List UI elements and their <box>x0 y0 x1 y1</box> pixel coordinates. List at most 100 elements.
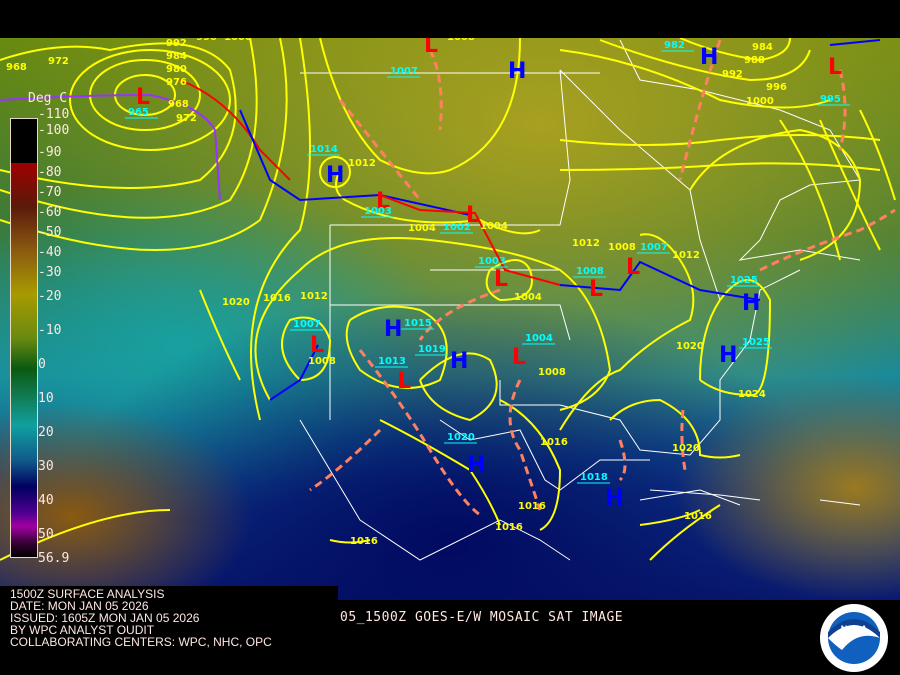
scale-tick: -40 <box>38 245 62 260</box>
product-title: 1500Z SURFACE ANALYSIS <box>10 587 165 601</box>
scale-tick: 50 <box>38 527 54 542</box>
central-pressure: 1025 <box>742 337 770 348</box>
analyst: BY WPC ANALYST OUDIT <box>10 623 155 637</box>
scale-tick: -80 <box>38 165 62 180</box>
low-symbol: L <box>828 55 842 80</box>
collaborating-centers: COLLABORATING CENTERS: WPC, NHC, OPC <box>10 635 272 649</box>
info-box-top <box>0 586 338 600</box>
isobar-label: 1004 <box>408 223 436 234</box>
high-pressure-center: H 1019 <box>415 344 468 374</box>
central-pressure: 1007 <box>293 319 321 330</box>
low-pressure-center: L 995 <box>817 55 850 106</box>
high-symbol: H <box>384 317 402 342</box>
isobar-label: 1016 <box>518 501 546 512</box>
satellite-caption: 05_1500Z GOES-E/W MOSAIC SAT IMAGE <box>340 610 624 625</box>
trough <box>358 349 481 517</box>
low-symbol: L <box>512 345 526 370</box>
high-symbol: H <box>700 45 718 70</box>
central-pressure: 1002 <box>443 222 471 233</box>
warm-front <box>179 79 291 181</box>
cold-front <box>239 109 471 216</box>
scale-tick: 40 <box>38 493 54 508</box>
isobar-label: 972 <box>176 113 197 124</box>
scale-tick: -100 <box>38 123 70 138</box>
isobar-label: 1016 <box>540 437 568 448</box>
trough <box>508 379 542 511</box>
low-pressure-center: L 1013 <box>375 356 411 394</box>
central-pressure: 1025 <box>730 275 758 286</box>
issued-time: ISSUED: 1605Z MON JAN 05 2026 <box>10 611 200 625</box>
isobar-label: 968 <box>168 99 189 110</box>
satellite-map: 996 1000 992 984 980 976 968 972 968 972 1008 1012 1… <box>0 38 900 600</box>
product-date: DATE: MON JAN 05 2026 <box>10 599 149 613</box>
isobar-label: 988 <box>744 55 765 66</box>
scale-tick: -30 <box>38 265 62 280</box>
scale-unit-label: Deg C <box>28 91 68 106</box>
scale-tick: 56.9 <box>38 551 70 566</box>
scale-tick: -70 <box>38 185 62 200</box>
low-symbol: L <box>626 255 640 280</box>
isobar-label: 1008 <box>538 367 566 378</box>
isobar-label: 1008 <box>608 242 636 253</box>
satellite-imagery <box>0 38 900 600</box>
trough <box>759 208 896 272</box>
trough <box>309 428 382 492</box>
isobars <box>0 38 896 561</box>
low-pressure-center: L <box>424 38 438 58</box>
isobar-label: 1016 <box>263 293 291 304</box>
svg-text:NOAA: NOAA <box>841 624 868 634</box>
central-pressure: 1015 <box>404 318 432 329</box>
high-pressure-center: H 1018 <box>577 472 623 511</box>
trough <box>428 49 443 131</box>
isobar-label: 984 <box>752 42 773 53</box>
isobar-label: 1016 <box>684 511 712 522</box>
central-pressure: 982 <box>664 40 685 51</box>
high-symbol: H <box>508 59 526 84</box>
central-pressure: 995 <box>820 94 841 105</box>
high-symbol: H <box>450 349 468 374</box>
low-symbol: L <box>397 369 411 394</box>
scale-tick: -10 <box>38 323 62 338</box>
scale-tick: 0 <box>38 357 46 372</box>
high-pressure-center: H 1015 <box>384 317 434 342</box>
high-pressure-center: H 982 <box>661 40 718 70</box>
isobar-label: 1000 <box>746 96 774 107</box>
isobar-label: 992 <box>166 38 187 49</box>
isobar-label: 1012 <box>672 250 700 261</box>
isobar-label: 1020 <box>676 341 704 352</box>
cold-front <box>829 39 881 46</box>
isobar-label: 1012 <box>348 158 376 169</box>
scale-tick: 20 <box>38 425 54 440</box>
central-pressure: 965 <box>128 107 149 118</box>
scale-tick: -20 <box>38 289 62 304</box>
isobar-label: 980 <box>166 64 187 75</box>
high-symbol: H <box>605 486 623 511</box>
isobar-label: 1016 <box>495 522 523 533</box>
fronts <box>0 39 896 517</box>
high-symbol: H <box>467 453 485 478</box>
isobar-label: 976 <box>166 77 187 88</box>
scale-tick: -90 <box>38 145 62 160</box>
high-pressure-center: H 1014 <box>307 144 344 188</box>
isobar-label: 1024 <box>738 389 766 400</box>
isobar-label: 984 <box>166 51 187 62</box>
isobar-label: 1012 <box>300 291 328 302</box>
isobar-label: 1004 <box>514 292 542 303</box>
high-symbol: H <box>326 163 344 188</box>
low-symbol: L <box>466 203 480 228</box>
high-pressure-center: H 1025 <box>727 275 760 316</box>
low-symbol: L <box>424 38 438 58</box>
scale-tick: -50 <box>38 225 62 240</box>
isobar-label: 996 <box>196 38 217 43</box>
high-symbol: H <box>719 343 737 368</box>
cold-front <box>559 260 761 301</box>
